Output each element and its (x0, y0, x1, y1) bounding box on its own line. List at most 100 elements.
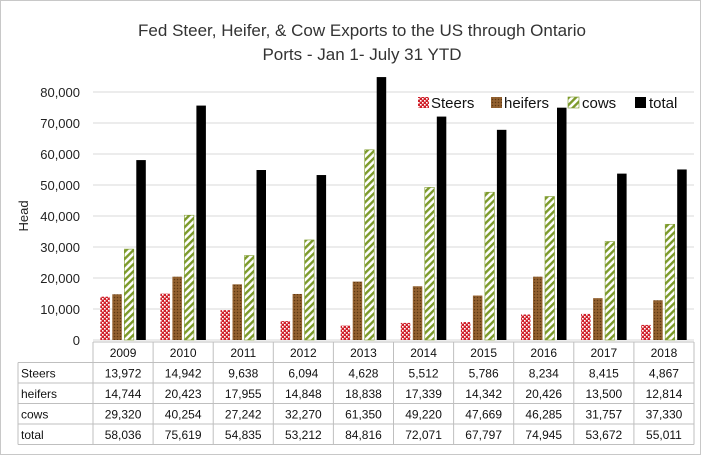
table-cell: 31,757 (585, 408, 622, 422)
chart-title-line-2: Ports - Jan 1- July 31 YTD (262, 45, 461, 64)
table-row-label: heifers (21, 387, 57, 401)
table-cell: 47,669 (465, 408, 502, 422)
bar-cows-2016 (544, 196, 555, 341)
bar-steers-2016 (521, 314, 531, 340)
table-cell: 53,212 (285, 428, 322, 442)
bar-total-2016 (557, 107, 567, 340)
x-category-label: 2015 (470, 346, 497, 360)
bar-cows-2009 (124, 248, 135, 341)
table-cell: 37,330 (646, 408, 683, 422)
bar-total-2012 (316, 175, 327, 340)
table-cell: 61,350 (345, 408, 382, 422)
bar-cows-2011 (244, 255, 255, 341)
legend-swatch-heifers (491, 97, 502, 108)
bar-heifers-2012 (292, 293, 303, 340)
legend-swatch-total (635, 97, 646, 108)
table-cell: 67,797 (465, 428, 502, 442)
legend-label-heifers: heifers (504, 95, 549, 112)
table-cell: 72,071 (405, 428, 442, 442)
gridlines (93, 91, 694, 341)
table-cell: 6,094 (288, 367, 318, 381)
table-cell: 8,234 (529, 367, 559, 381)
table-cell: 55,011 (646, 428, 682, 442)
table-cell: 4,867 (649, 367, 679, 381)
table-cell: 9,638 (228, 367, 258, 381)
table-cell: 84,816 (345, 428, 382, 442)
y-axis-label: Head (16, 200, 31, 231)
x-category-label: 2012 (290, 346, 317, 360)
table-cell: 5,786 (469, 367, 499, 381)
table-cell: 17,955 (225, 387, 262, 401)
bar-heifers-2017 (593, 298, 603, 340)
y-tick-label: 30,000 (40, 240, 80, 255)
bar-total-2013 (376, 77, 387, 340)
bar-heifers-2014 (412, 286, 423, 340)
bar-heifers-2013 (352, 281, 363, 340)
x-category-label: 2013 (350, 346, 377, 360)
table-cell: 14,744 (105, 387, 142, 401)
y-tick-label: 0 (73, 333, 80, 348)
table-cell: 20,426 (525, 387, 562, 401)
x-category-label: 2014 (410, 346, 437, 360)
table-cell: 53,672 (585, 428, 622, 442)
table-cell: 74,945 (525, 428, 562, 442)
table-cell: 14,342 (465, 387, 502, 401)
bar-heifers-2009 (112, 294, 122, 340)
bar-steers-2012 (280, 321, 291, 340)
table-cell: 5,512 (409, 367, 439, 381)
y-tick-label: 70,000 (40, 116, 80, 131)
table-cell: 20,423 (165, 387, 202, 401)
table-cell: 13,500 (585, 387, 622, 401)
bar-steers-2014 (400, 322, 411, 340)
table-cell: 14,942 (165, 367, 202, 381)
bar-heifers-2011 (232, 284, 242, 340)
table-cell: 49,220 (405, 408, 442, 422)
bar-total-2010 (196, 105, 206, 340)
bar-cows-2015 (484, 191, 495, 341)
bar-cows-2012 (304, 239, 315, 341)
bars (100, 77, 687, 341)
data-table: 2009 2010 2011 2012 2013 2014 2015 2016 2017 2018… (17, 341, 695, 445)
table-cell: 17,339 (405, 387, 442, 401)
legend: Steers heifers cows total (418, 95, 677, 112)
bar-heifers-2016 (533, 276, 543, 340)
x-category-label: 2010 (170, 346, 197, 360)
bar-steers-2015 (460, 322, 471, 340)
legend-swatch-steers (418, 97, 429, 108)
bar-total-2018 (677, 169, 687, 340)
bar-cows-2014 (424, 187, 435, 341)
y-tick-label: 10,000 (40, 302, 80, 317)
table-cell: 14,848 (285, 387, 322, 401)
table-cell: 40,254 (165, 408, 202, 422)
table-cell: 18,838 (345, 387, 382, 401)
bar-cows-2017 (604, 241, 615, 341)
bar-cows-2010 (184, 214, 195, 341)
y-tick-label: 80,000 (40, 85, 80, 100)
bar-total-2015 (496, 129, 507, 340)
bar-total-2017 (617, 173, 627, 340)
table-cell: 58,036 (105, 428, 142, 442)
legend-label-cows: cows (582, 95, 616, 112)
table-row-label: cows (21, 408, 48, 422)
bar-total-2014 (436, 116, 447, 341)
table-cell: 54,835 (225, 428, 262, 442)
x-category-label: 2009 (110, 346, 137, 360)
bar-heifers-2015 (472, 295, 483, 340)
bar-heifers-2010 (172, 276, 182, 340)
legend-label-total: total (649, 95, 677, 112)
y-tick-label: 40,000 (40, 209, 80, 224)
x-category-label: 2017 (590, 346, 617, 360)
table-cell: 8,415 (589, 367, 619, 381)
legend-swatch-cows (567, 96, 580, 109)
bar-total-2009 (136, 160, 146, 340)
table-row-label: Steers (21, 367, 56, 381)
y-tick-label: 50,000 (40, 178, 80, 193)
y-tick-label: 60,000 (40, 147, 80, 162)
table-cell: 4,628 (348, 367, 378, 381)
x-category-label: 2018 (651, 346, 678, 360)
table-cell: 75,619 (165, 428, 202, 442)
table-cell: 46,285 (525, 408, 562, 422)
table-cell: 27,242 (225, 408, 262, 422)
legend-label-steers: Steers (431, 95, 474, 112)
x-category-label: 2011 (230, 346, 256, 360)
